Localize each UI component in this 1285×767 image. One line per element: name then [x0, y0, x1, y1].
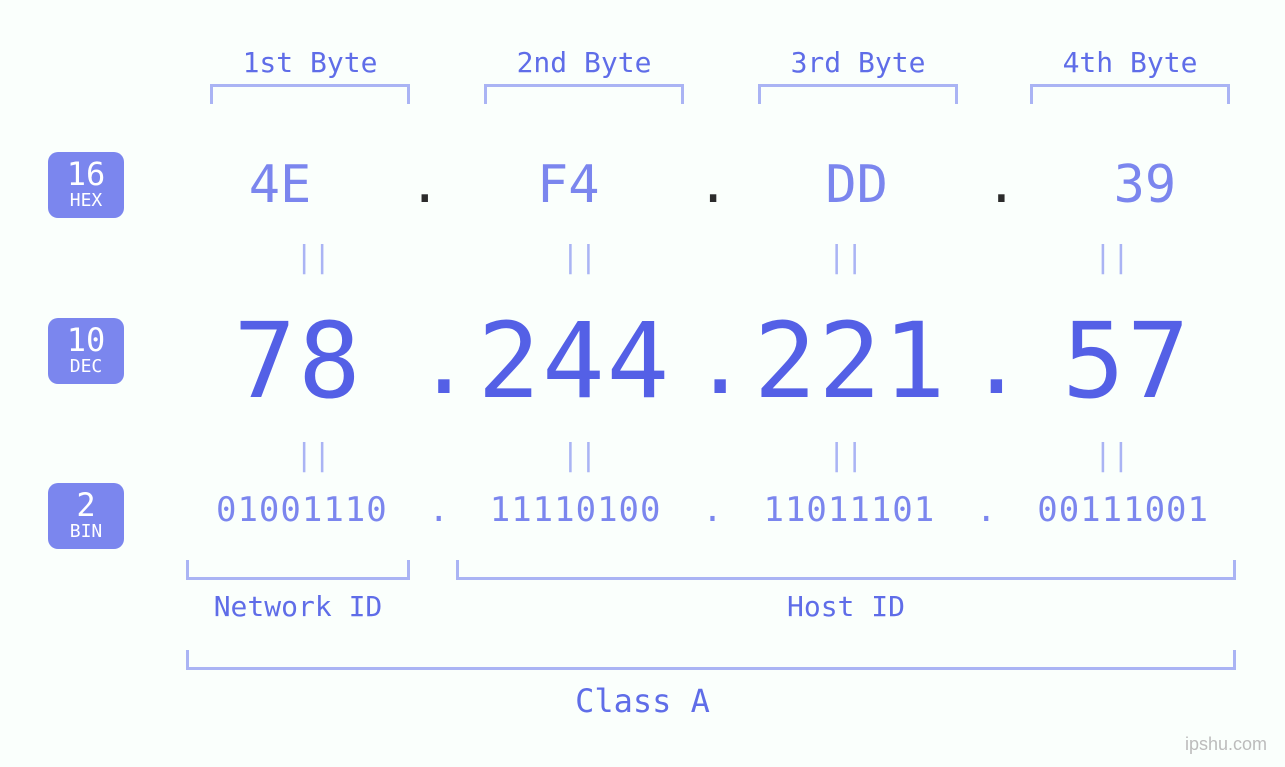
byte-label-2: 2nd Byte	[484, 46, 684, 79]
dec-dot-2: .	[693, 308, 733, 415]
base-badge-hex: 16 HEX	[48, 152, 124, 218]
base-badge-bin: 2 BIN	[48, 483, 124, 549]
hex-byte-3: DD	[757, 155, 957, 215]
row-hex: 4E . F4 . DD . 39	[180, 155, 1245, 215]
bin-byte-4: 00111001	[1001, 490, 1245, 530]
equals-glyph: ||	[713, 438, 979, 473]
equals-glyph: ||	[180, 240, 446, 275]
equals-glyph: ||	[713, 240, 979, 275]
bracket-class	[186, 650, 1236, 670]
equals-row-2: || || || ||	[180, 438, 1245, 473]
base-badge-hex-sub: HEX	[48, 192, 124, 210]
class-label: Class A	[0, 682, 1285, 720]
bracket-top-1	[210, 84, 410, 104]
hex-dot-2: .	[697, 155, 727, 215]
hex-dot-3: .	[986, 155, 1016, 215]
bin-byte-3: 11011101	[728, 490, 972, 530]
hex-byte-1: 4E	[180, 155, 380, 215]
bin-dot-1: .	[424, 490, 454, 530]
dec-byte-4: 57	[1009, 300, 1245, 422]
hex-byte-2: F4	[468, 155, 668, 215]
byte-label-1: 1st Byte	[210, 46, 410, 79]
base-badge-dec-num: 10	[48, 324, 124, 356]
bin-byte-1: 01001110	[180, 490, 424, 530]
dec-byte-2: 244	[456, 300, 692, 422]
bracket-top-4	[1030, 84, 1230, 104]
equals-glyph: ||	[180, 438, 446, 473]
bracket-network-id	[186, 560, 410, 580]
dec-dot-3: .	[969, 308, 1009, 415]
bracket-top-2	[484, 84, 684, 104]
equals-glyph: ||	[979, 438, 1245, 473]
equals-glyph: ||	[979, 240, 1245, 275]
dec-dot-1: .	[416, 308, 456, 415]
dec-byte-1: 78	[180, 300, 416, 422]
byte-label-3: 3rd Byte	[758, 46, 958, 79]
hex-byte-4: 39	[1045, 155, 1245, 215]
base-badge-bin-sub: BIN	[48, 523, 124, 541]
host-id-label: Host ID	[456, 590, 1236, 623]
ip-diagram: 1st Byte 2nd Byte 3rd Byte 4th Byte 16 H…	[0, 0, 1285, 767]
equals-glyph: ||	[446, 240, 712, 275]
bracket-host-id	[456, 560, 1236, 580]
watermark: ipshu.com	[1185, 734, 1267, 755]
network-id-label: Network ID	[186, 590, 410, 623]
dec-byte-3: 221	[733, 300, 969, 422]
base-badge-dec: 10 DEC	[48, 318, 124, 384]
row-bin: 01001110 . 11110100 . 11011101 . 0011100…	[180, 490, 1245, 530]
bin-byte-2: 11110100	[454, 490, 698, 530]
equals-row-1: || || || ||	[180, 240, 1245, 275]
byte-label-4: 4th Byte	[1030, 46, 1230, 79]
row-dec: 78 . 244 . 221 . 57	[180, 300, 1245, 422]
base-badge-bin-num: 2	[48, 489, 124, 521]
hex-dot-1: .	[409, 155, 439, 215]
base-badge-dec-sub: DEC	[48, 358, 124, 376]
bin-dot-3: .	[971, 490, 1001, 530]
base-badge-hex-num: 16	[48, 158, 124, 190]
bin-dot-2: .	[698, 490, 728, 530]
bracket-top-3	[758, 84, 958, 104]
equals-glyph: ||	[446, 438, 712, 473]
